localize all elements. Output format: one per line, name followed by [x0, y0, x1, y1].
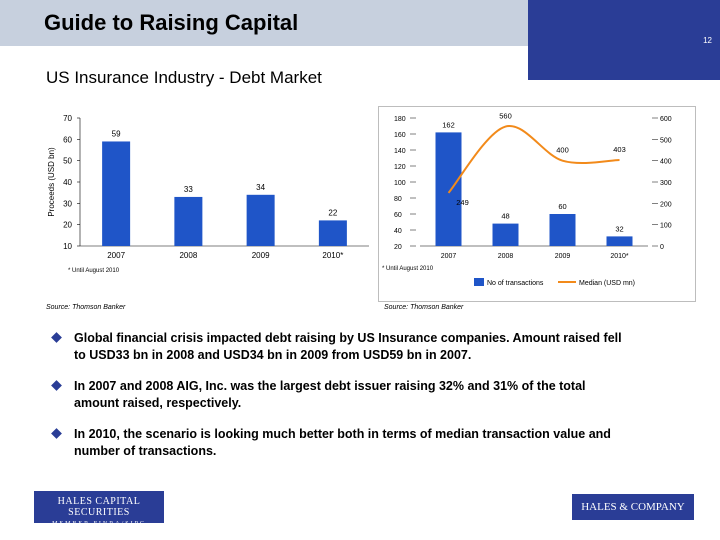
left-y-tick-label: 20 — [394, 244, 402, 251]
median-data-label: 400 — [556, 146, 569, 155]
source-left: Source: Thomson Banker — [46, 304, 126, 311]
right-y-tick-label: 500 — [660, 137, 672, 144]
left-y-tick-label: 180 — [394, 116, 406, 123]
logo-line-1: HALES CAPITAL SECURITIES — [57, 496, 141, 518]
bar — [102, 141, 131, 246]
bullet-text: In 2007 and 2008 AIG, Inc. was the large… — [74, 379, 586, 410]
x-tick-label: 2010* — [610, 253, 629, 260]
y-tick-label: 40 — [63, 178, 72, 187]
legend-swatch-transactions — [474, 278, 484, 286]
bullet-item: In 2007 and 2008 AIG, Inc. was the large… — [51, 378, 632, 412]
bullet-text: In 2010, the scenario is looking much be… — [74, 427, 611, 458]
hales-capital-securities-logo: HALES CAPITAL SECURITIES MEMBER FINRA/SI… — [34, 491, 164, 527]
x-tick-label: 2009 — [252, 251, 270, 260]
median-data-label: 249 — [456, 198, 469, 207]
right-y-tick-label: 400 — [660, 159, 672, 166]
left-y-tick-label: 120 — [394, 164, 406, 171]
chart-footnote: * Until August 2010 — [68, 268, 120, 274]
y-tick-label: 20 — [63, 221, 72, 230]
median-data-label: 403 — [613, 145, 626, 154]
median-data-label: 560 — [499, 112, 512, 121]
bar — [246, 194, 275, 246]
diamond-bullet-icon — [51, 380, 62, 391]
x-tick-label: 2010* — [322, 251, 343, 260]
page-number: 12 — [703, 36, 712, 45]
source-right: Source: Thomson Banker — [384, 304, 464, 311]
x-tick-label: 2008 — [179, 251, 197, 260]
y-tick-label: 10 — [63, 242, 72, 251]
right-y-tick-label: 600 — [660, 116, 672, 123]
page-number-box: 12 — [528, 0, 720, 80]
left-y-tick-label: 100 — [394, 180, 406, 187]
data-label: 33 — [184, 185, 193, 194]
x-tick-label: 2009 — [555, 253, 571, 260]
left-y-tick-label: 40 — [394, 228, 402, 235]
median-line — [447, 125, 620, 194]
right-y-tick-label: 300 — [660, 180, 672, 187]
data-label: 59 — [112, 129, 121, 138]
left-y-tick-label: 60 — [394, 212, 402, 219]
right-y-tick-label: 100 — [660, 223, 672, 230]
bar — [318, 220, 347, 246]
transactions-data-label: 32 — [615, 224, 623, 233]
left-y-tick-label: 140 — [394, 148, 406, 155]
x-tick-label: 2008 — [498, 253, 514, 260]
y-tick-label: 60 — [63, 135, 72, 144]
right-y-tick-label: 0 — [660, 244, 664, 251]
transactions-bar — [549, 214, 576, 246]
diamond-bullet-icon — [51, 332, 62, 343]
transactions-data-label: 162 — [442, 120, 455, 129]
transactions-bar — [492, 223, 519, 246]
chart-footnote: * Until August 2010 — [382, 266, 434, 272]
chart-frame — [378, 106, 696, 302]
y-tick-label: 50 — [63, 157, 72, 166]
proceeds-bar-chart: 10 20 30 40 50 60 70 59 2007 33 2008 34 2009 22 2010* P… — [47, 114, 369, 274]
x-tick-label: 2007 — [441, 253, 457, 260]
x-tick-label: 2007 — [107, 251, 125, 260]
data-label: 34 — [256, 183, 265, 192]
bullet-item: In 2010, the scenario is looking much be… — [51, 426, 632, 460]
left-y-tick-label: 160 — [394, 132, 406, 139]
bullet-item: Global financial crisis impacted debt ra… — [51, 330, 632, 364]
transactions-bar — [435, 132, 462, 246]
left-y-tick-label: 80 — [394, 196, 402, 203]
transactions-median-chart: 20 40 60 80 100 120 140 160 180 0 100 200 300 400 500 6… — [378, 106, 696, 302]
y-tick-label: 70 — [63, 114, 72, 123]
bar — [174, 196, 203, 246]
legend-label-median: Median (USD mn) — [579, 280, 635, 287]
page-title: Guide to Raising Capital — [44, 10, 299, 35]
transactions-bar — [606, 236, 633, 246]
logo-line-2: MEMBER FINRA/SIPC — [52, 521, 146, 527]
bullet-list: Global financial crisis impacted debt ra… — [51, 330, 632, 474]
right-y-tick-label: 200 — [660, 201, 672, 208]
hales-company-logo: HALES & COMPANY — [572, 494, 694, 520]
diamond-bullet-icon — [51, 428, 62, 439]
transactions-data-label: 60 — [558, 202, 566, 211]
legend-label-transactions: No of transactions — [487, 280, 544, 287]
transactions-data-label: 48 — [501, 212, 509, 221]
bullet-text: Global financial crisis impacted debt ra… — [74, 331, 622, 362]
y-tick-label: 30 — [63, 199, 72, 208]
section-subtitle: US Insurance Industry - Debt Market — [46, 68, 322, 87]
y-axis-title: Proceeds (USD bn) — [47, 147, 56, 217]
data-label: 22 — [328, 208, 337, 217]
